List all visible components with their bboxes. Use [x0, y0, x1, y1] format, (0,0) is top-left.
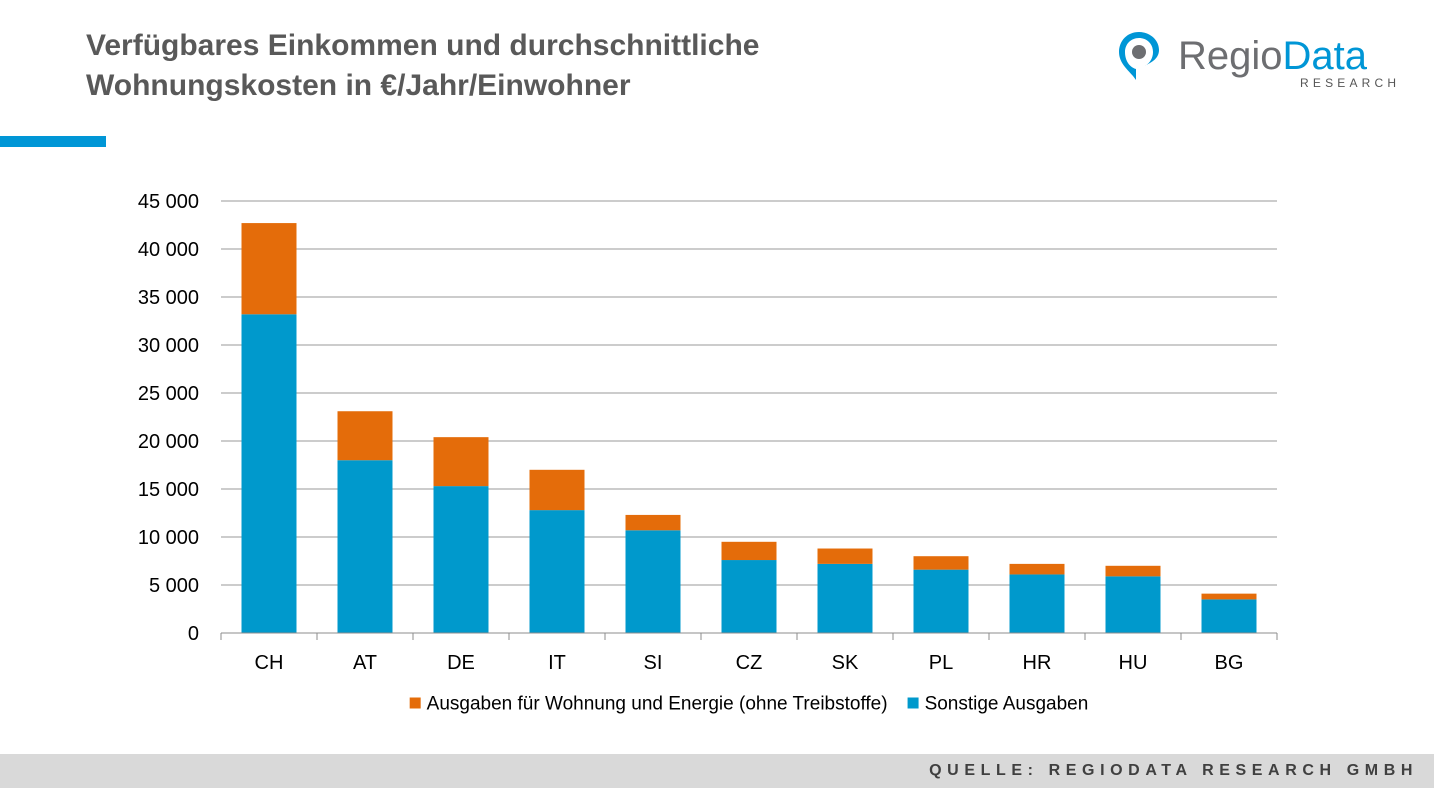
- bar-ch-series-0: [241, 314, 297, 633]
- bar-cz-series-1: [721, 541, 777, 561]
- stacked-bar-chart: 0 5 000 10 000 15 000 20 000 25 000 30 000 35 0…: [138, 191, 1278, 715]
- bar-bg-series-0: [1201, 599, 1257, 633]
- x-tick-label: SK: [832, 652, 859, 674]
- chart-title: Verfügbares Einkommen und durchschnittli…: [86, 26, 986, 106]
- y-tick-label: 0: [188, 623, 199, 645]
- chart-axes: 0 5 000 10 000 15 000 20 000 25 000 30 000 35 0…: [138, 191, 1278, 674]
- bar-hr-series-1: [1009, 563, 1065, 575]
- chart-title-line-2: Wohnungskosten in €/Jahr/Einwohner: [86, 69, 631, 102]
- source-note: QUELLE: REGIODATA RESEARCH GMBH: [929, 762, 1418, 779]
- bar-cz-series-0: [721, 560, 777, 633]
- bar-sk-series-0: [817, 563, 873, 633]
- bar-de-series-1: [433, 437, 489, 487]
- x-tick-label: CH: [255, 652, 284, 674]
- x-tick-label: SI: [644, 652, 663, 674]
- footer-bar: QUELLE: REGIODATA RESEARCH GMBH: [0, 754, 1434, 788]
- bar-at-series-0: [337, 460, 393, 633]
- y-tick-label: 30 000: [138, 335, 199, 357]
- logo-wordmark-part-1: Regio: [1178, 34, 1283, 78]
- y-tick-label: 5 000: [149, 575, 199, 597]
- bar-sk-series-1: [817, 548, 873, 564]
- y-tick-label: 45 000: [138, 191, 199, 213]
- x-tick-label: HU: [1119, 652, 1148, 674]
- accent-bar: [0, 136, 106, 147]
- logo-wordmark: RegioData: [1178, 34, 1367, 78]
- bar-bg-series-1: [1201, 593, 1257, 600]
- bar-si-series-0: [625, 530, 681, 633]
- legend-swatch: [907, 697, 919, 709]
- legend-swatch: [409, 697, 421, 709]
- regiodata-logo: RegioData RESEARCH: [1116, 30, 1406, 92]
- chart-title-line-1: Verfügbares Einkommen und durchschnittli…: [86, 29, 760, 62]
- x-tick-label: IT: [548, 652, 566, 674]
- logo-wordmark-part-2: Data: [1282, 34, 1368, 78]
- bar-it-series-1: [529, 469, 585, 511]
- x-tick-label: PL: [929, 652, 953, 674]
- bar-hr-series-0: [1009, 574, 1065, 633]
- x-tick-label: AT: [353, 652, 377, 674]
- bar-pl-series-0: [913, 569, 969, 633]
- chart-legend: Ausgaben für Wohnung und Energie (ohne T…: [409, 694, 1089, 715]
- bar-hu-series-0: [1105, 576, 1161, 633]
- legend-label: Ausgaben für Wohnung und Energie (ohne T…: [427, 694, 888, 715]
- chart-bars: [241, 223, 1257, 633]
- legend-label: Sonstige Ausgaben: [925, 694, 1089, 715]
- logo-subtitle: RESEARCH: [1300, 76, 1401, 90]
- x-tick-label: DE: [447, 652, 475, 674]
- bar-hu-series-1: [1105, 565, 1161, 577]
- y-tick-label: 35 000: [138, 287, 199, 309]
- x-tick-label: CZ: [736, 652, 763, 674]
- x-tick-label: HR: [1023, 652, 1052, 674]
- y-tick-label: 40 000: [138, 239, 199, 261]
- bar-at-series-1: [337, 411, 393, 461]
- y-tick-label: 15 000: [138, 479, 199, 501]
- bar-si-series-1: [625, 514, 681, 531]
- y-tick-label: 25 000: [138, 383, 199, 405]
- location-pin-icon: [1119, 32, 1159, 80]
- bar-de-series-0: [433, 486, 489, 633]
- bar-pl-series-1: [913, 556, 969, 570]
- y-tick-label: 10 000: [138, 527, 199, 549]
- y-tick-label: 20 000: [138, 431, 199, 453]
- x-tick-label: BG: [1215, 652, 1244, 674]
- bar-ch-series-1: [241, 223, 297, 315]
- bar-it-series-0: [529, 510, 585, 633]
